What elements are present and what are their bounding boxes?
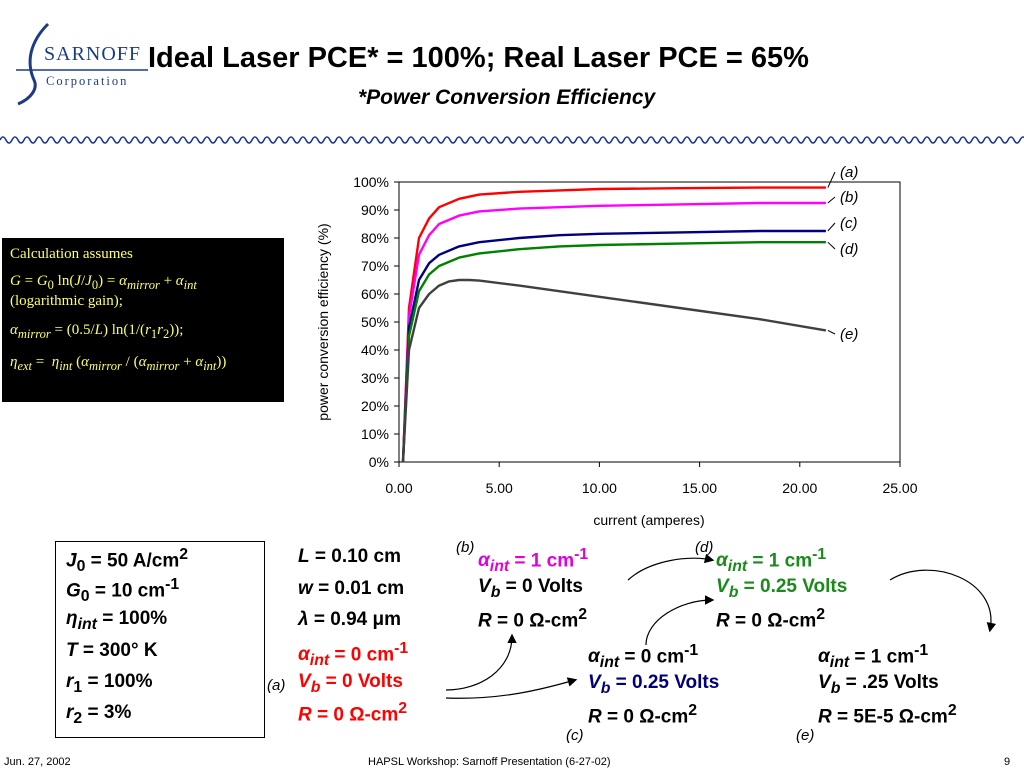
case-b-vb: Vb = 0 Volts [478, 576, 583, 601]
case-d-r: R = 0 Ω-cm2 [716, 606, 826, 632]
legend-leader-e [827, 329, 836, 335]
param-g0: G0 = 10 cm-1 [66, 576, 180, 606]
legend-leader-a [827, 171, 836, 188]
parameters-box [55, 541, 265, 738]
footer-page-number: 9 [1004, 756, 1011, 768]
arrow-c-to-d [645, 595, 715, 646]
y-tick-label: 100% [353, 174, 389, 190]
param-w: w = 0.01 cm [298, 578, 405, 599]
y-tick-label: 50% [361, 314, 389, 330]
case-c-alpha: αint = 0 cm-1 [588, 642, 699, 672]
param-r2: r2 = 3% [66, 702, 132, 727]
case-a-vb: Vb = 0 Volts [298, 671, 403, 696]
arrow-a-to-c [445, 677, 578, 699]
y-tick-label: 70% [361, 258, 389, 274]
logo-text: SARNOFF [44, 43, 142, 65]
y-tick-label: 20% [361, 398, 389, 414]
legend-label-e: (e) [840, 326, 858, 343]
y-tick-label: 80% [361, 230, 389, 246]
pce-chart: 0% 10% 20% 30% 40% 50% 60% 70% 80% 90% 100% 0.00 5.… [315, 164, 918, 528]
arrow-b-to-d [627, 553, 715, 581]
case-e-label: (e) [796, 727, 815, 744]
case-d-label: (d) [695, 539, 714, 556]
x-tick-label: 5.00 [486, 480, 513, 496]
param-eta-int: ηint = 100% [66, 608, 168, 633]
footer-presentation: HAPSL Workshop: Sarnoff Presentation (6-… [368, 756, 611, 768]
series-line-b [401, 201, 826, 463]
wavy-divider [0, 136, 1024, 144]
param-l: L = 0.10 cm [298, 546, 401, 567]
param-j0: J0 = 50 A/cm2 [66, 546, 189, 576]
arrow-a-to-b [445, 633, 517, 691]
series-line-a [401, 186, 826, 463]
x-tick-label: 15.00 [682, 480, 717, 496]
gain-equation: G = G0 ln(J/J0) = αmirror + αint [10, 273, 197, 292]
case-b-r: R = 0 Ω-cm2 [478, 606, 588, 632]
legend-leader-b [827, 196, 836, 204]
efficiency-equation: ηext = ηint (αmirror / (αmirror + αint)) [10, 354, 227, 373]
y-tick-label: 90% [361, 202, 389, 218]
calc-heading: Calculation assumes [10, 246, 133, 262]
x-tick-label: 20.00 [782, 480, 817, 496]
y-axis-label: power conversion efficiency (%) [315, 223, 331, 420]
case-a-r: R = 0 Ω-cm2 [298, 700, 408, 726]
case-c-vb: Vb = 0.25 Volts [588, 672, 720, 697]
x-tick-label: 25.00 [882, 480, 917, 496]
calculation-assumptions-box: Calculation assumes G = G0 ln(J/J0) = αm… [2, 238, 284, 402]
legend-label-d: (d) [840, 241, 858, 258]
param-t: T = 300° K [66, 640, 158, 661]
case-c-label: (c) [566, 727, 584, 744]
legend-label-a: (a) [840, 164, 858, 181]
plot-frame [398, 181, 901, 463]
param-r1: r1 = 100% [66, 671, 153, 696]
case-e-r: R = 5E-5 Ω-cm2 [818, 702, 957, 728]
case-b-label: (b) [456, 539, 475, 556]
y-tick-label: 0% [369, 454, 389, 470]
y-tick-label: 60% [361, 286, 389, 302]
slide-title: Ideal Laser PCE* = 100%; Real Laser PCE … [148, 42, 809, 74]
gain-note: (logarithmic gain); [10, 293, 123, 309]
case-d-alpha: αint = 1 cm-1 [716, 546, 827, 576]
y-tick-label: 40% [361, 342, 389, 358]
case-a-label: (a) [267, 677, 286, 694]
x-axis-label: current (amperes) [593, 512, 704, 528]
x-tick-label: 0.00 [385, 480, 412, 496]
legend-leader-c [827, 222, 836, 232]
legend-label-b: (b) [840, 189, 858, 206]
case-d-vb: Vb = 0.25 Volts [716, 576, 848, 601]
case-e-alpha: αint = 1 cm-1 [818, 642, 929, 672]
legend-label-c: (c) [840, 215, 858, 232]
logo-subtext: Corporation [46, 74, 129, 88]
series-line-c [401, 229, 826, 463]
y-tick-label: 30% [361, 370, 389, 386]
legend-leader-d [827, 241, 836, 250]
slide-subtitle: *Power Conversion Efficiency [358, 86, 656, 109]
y-tick-label: 10% [361, 426, 389, 442]
footer-date: Jun. 27, 2002 [4, 756, 71, 768]
case-b-alpha: αint = 1 cm-1 [478, 546, 589, 576]
sarnoff-logo [16, 22, 148, 106]
case-e-vb: Vb = .25 Volts [818, 672, 939, 697]
mirror-loss-equation: αmirror = (0.5/L) ln(1/(r1r2)); [10, 322, 184, 341]
series-line-d [401, 241, 826, 463]
x-tick-label: 10.00 [582, 480, 617, 496]
param-lambda: λ = 0.94 μm [298, 609, 402, 630]
case-a-alpha: αint = 0 cm-1 [298, 640, 409, 670]
arrow-d-to-e [889, 569, 997, 633]
series-line-e [401, 278, 827, 463]
case-c-r: R = 0 Ω-cm2 [588, 702, 698, 728]
